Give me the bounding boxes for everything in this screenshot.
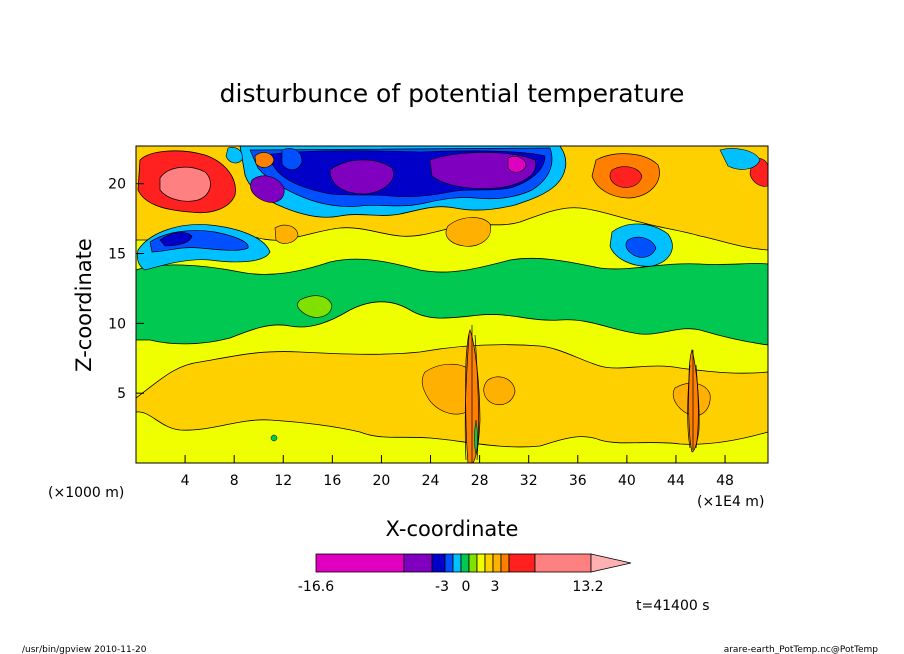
blue-patch-right xyxy=(625,236,657,258)
colorbar xyxy=(315,553,632,573)
colorbar-segment xyxy=(460,553,470,573)
x-tick-label: 40 xyxy=(618,473,636,489)
y-tick-label: 15 xyxy=(108,247,126,263)
cyan-patch-center-small xyxy=(225,147,243,164)
colorbar-segment xyxy=(476,553,486,573)
orange-blob-3 xyxy=(274,224,299,244)
colorbar-segment xyxy=(508,553,536,573)
cyan-patch-far-right xyxy=(719,148,761,170)
x-tick-label: 28 xyxy=(471,473,489,489)
footer-right: arare-earth_PotTemp.nc@PotTemp xyxy=(724,645,879,654)
green-band xyxy=(136,257,768,346)
y-axis: 5 10 15 20 xyxy=(108,177,144,402)
purple-blob-1 xyxy=(329,159,394,195)
x-tick-label: 8 xyxy=(230,473,239,489)
x-tick-label: 36 xyxy=(569,473,587,489)
x-tick-label: 12 xyxy=(274,473,292,489)
y-axis-label: Z-coordinate xyxy=(72,238,96,372)
colorbar-segment xyxy=(403,553,433,573)
colorbar-tick-label: -16.6 xyxy=(298,579,334,595)
x-tick-label: 32 xyxy=(520,473,538,489)
orange-blob-2 xyxy=(254,152,275,168)
colorbar-labels: -16.6 -3 0 3 13.2 xyxy=(298,579,604,595)
colorbar-segment xyxy=(468,553,478,573)
colorbar-tick-label: 0 xyxy=(462,579,471,595)
chart-title: disturbunce of potential temperature xyxy=(220,79,685,108)
plume-2 xyxy=(687,348,700,453)
orange-blob-1 xyxy=(445,217,491,247)
plume-1 xyxy=(464,325,481,463)
footer-left: /usr/bin/gpview 2010-11-20 xyxy=(22,645,147,654)
green-blob xyxy=(297,295,333,318)
hot-core-left xyxy=(159,166,211,202)
y-tick-label: 20 xyxy=(108,177,126,193)
colorbar-segment xyxy=(484,553,494,573)
colorbar-segment xyxy=(431,553,446,573)
x-tick-label: 44 xyxy=(667,473,685,489)
colorbar-tick-label: -3 xyxy=(435,579,449,595)
x-tick-label: 48 xyxy=(716,473,734,489)
x-unit-right: (×1E4 m) xyxy=(697,494,764,510)
y-tick-label: 5 xyxy=(117,386,126,402)
colorbar-segment xyxy=(452,553,462,573)
x-tick-label: 4 xyxy=(181,473,190,489)
colorbar-segment xyxy=(315,553,405,573)
x-tick-label: 16 xyxy=(323,473,341,489)
x-axis: 4 8 12 16 20 24 28 32 36 40 44 48 xyxy=(181,455,734,489)
x-tick-label: 24 xyxy=(422,473,440,489)
x-axis-label: X-coordinate xyxy=(386,517,519,541)
small-spot xyxy=(270,434,278,442)
time-label: t=41400 s xyxy=(636,598,710,614)
magenta-spot xyxy=(507,156,527,173)
x-unit-left: (×1000 m) xyxy=(48,485,124,501)
navy-patch-left xyxy=(159,232,193,247)
colorbar-tick-label: 3 xyxy=(491,579,500,595)
red-spot-right xyxy=(609,166,643,188)
y-tick-label: 10 xyxy=(108,316,126,332)
plot-area xyxy=(136,146,768,463)
colorbar-extension xyxy=(590,553,632,573)
warm-core-2 xyxy=(483,376,516,405)
purple-blob-3 xyxy=(250,175,285,203)
colorbar-segment xyxy=(534,553,592,573)
x-tick-label: 20 xyxy=(373,473,391,489)
colorbar-segment xyxy=(500,553,510,573)
colorbar-segment xyxy=(492,553,502,573)
plot-frame xyxy=(135,145,769,464)
blue-patch-small xyxy=(281,148,303,171)
colorbar-tick-label: 13.2 xyxy=(572,579,603,595)
colorbar-segment xyxy=(444,553,454,573)
